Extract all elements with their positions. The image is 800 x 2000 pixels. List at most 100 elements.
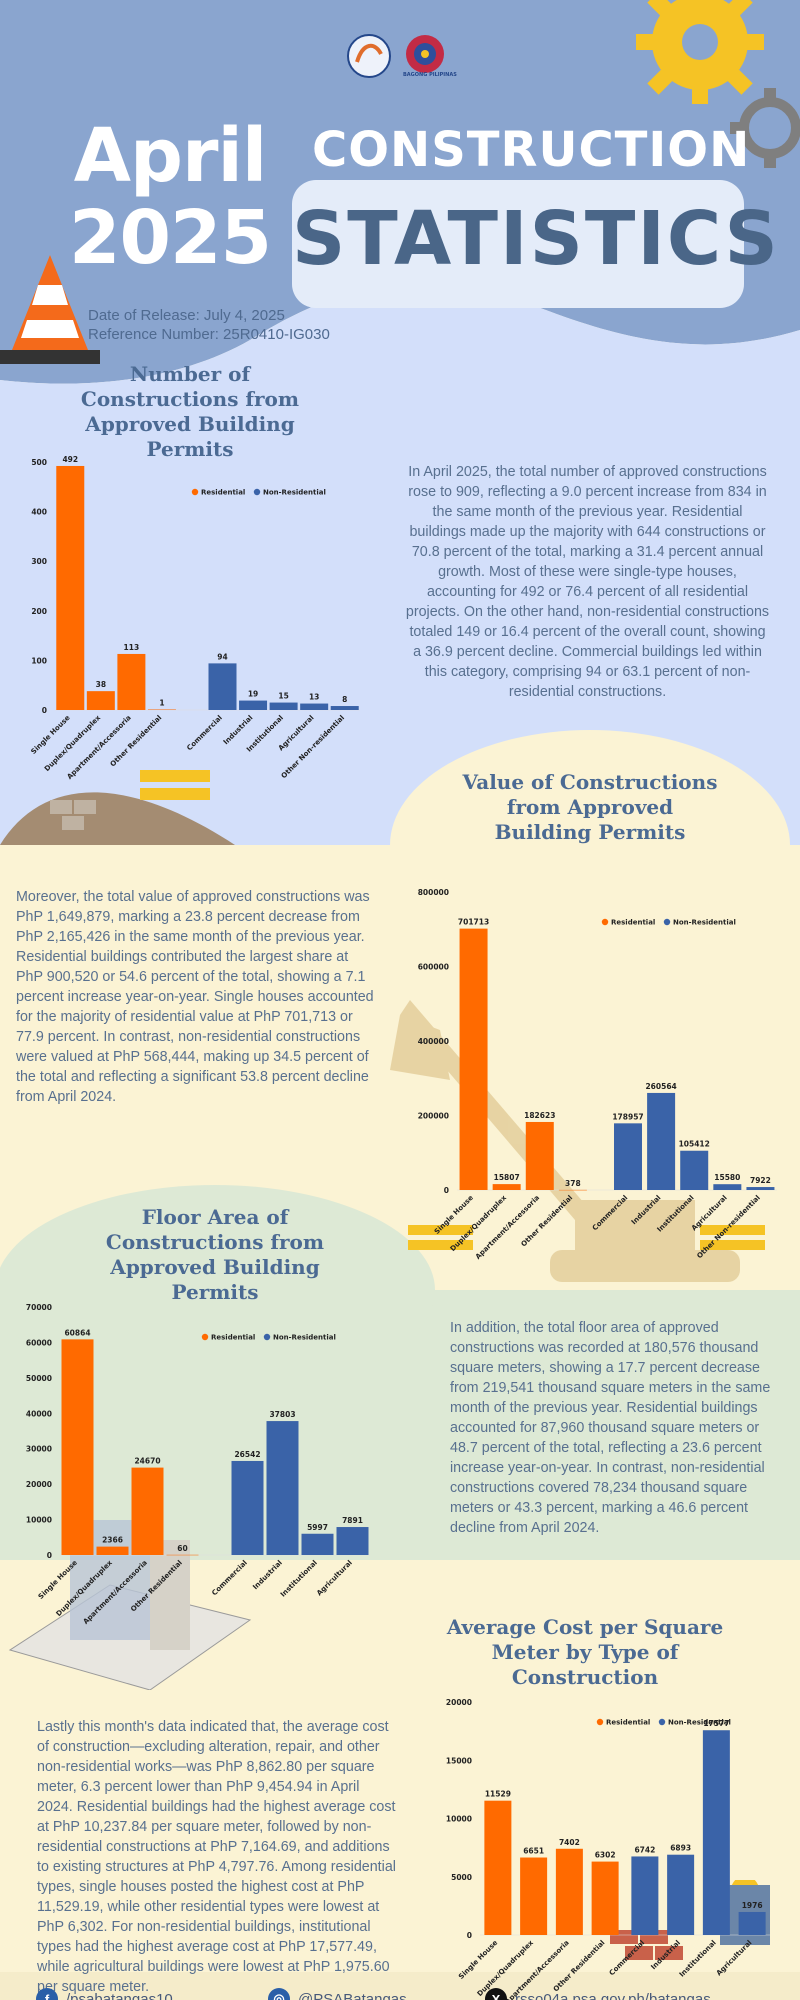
data-label: 5997 xyxy=(307,1523,328,1532)
bar xyxy=(166,1554,199,1556)
bar xyxy=(459,928,488,1190)
bar xyxy=(300,703,329,710)
y-tick-label: 30000 xyxy=(26,1445,52,1454)
title-statistics: STATISTICS xyxy=(292,196,780,282)
legend-marker xyxy=(253,488,261,496)
y-tick-label: 0 xyxy=(42,706,47,715)
section-text-value: Moreover, the total value of approved co… xyxy=(16,889,374,1105)
data-label: 19 xyxy=(248,690,258,699)
x-tick-label: Industrial xyxy=(649,1939,682,1972)
bar xyxy=(266,1421,299,1555)
data-label: 38 xyxy=(96,680,106,689)
data-label: 24670 xyxy=(134,1457,160,1466)
bar xyxy=(330,706,359,710)
legend-label: Residential xyxy=(211,1334,255,1342)
data-label: 37803 xyxy=(269,1410,295,1419)
data-label: 7891 xyxy=(342,1516,363,1525)
data-label: 260564 xyxy=(645,1082,676,1091)
chart-cost: 0 5000 10000 15000 20000 Residential Non-Resid… xyxy=(446,1698,770,2000)
y-tick-label: 400000 xyxy=(418,1037,449,1046)
y-tick-label: 50000 xyxy=(26,1374,52,1383)
legend-marker xyxy=(601,918,609,926)
y-tick-label: 10000 xyxy=(446,1815,472,1824)
bar xyxy=(147,709,176,711)
legend-marker xyxy=(201,1333,209,1341)
bar xyxy=(591,1861,619,1935)
legend-label: Residential xyxy=(606,1719,650,1727)
data-label: 105412 xyxy=(679,1140,710,1149)
y-tick-label: 0 xyxy=(47,1551,52,1560)
bar xyxy=(558,1189,587,1191)
y-tick-label: 70000 xyxy=(26,1303,52,1312)
footer-website[interactable]: ◎ @PSABatangas xyxy=(268,1988,407,2000)
bar xyxy=(301,1533,334,1555)
data-label: 94 xyxy=(217,652,227,661)
footer-facebook[interactable]: f /psabatangas10 xyxy=(36,1988,173,2000)
bar xyxy=(96,1546,129,1555)
data-label: 2366 xyxy=(102,1536,123,1545)
section-title-value: Value of Constructions from Approved Bui… xyxy=(462,770,718,844)
bar xyxy=(520,1857,548,1935)
reference-number: Reference Number: 25R0410-IG030 xyxy=(88,326,330,343)
bar xyxy=(484,1800,512,1935)
globe-icon: ◎ xyxy=(268,1988,290,2000)
data-label: 8 xyxy=(342,695,347,704)
construction-barrier-icon xyxy=(0,770,235,845)
title-statistics-box xyxy=(292,180,744,308)
logo xyxy=(347,34,444,78)
y-tick-label: 400 xyxy=(31,508,47,517)
x-icon: X xyxy=(485,1988,507,2000)
bar xyxy=(336,1527,369,1555)
y-tick-label: 20000 xyxy=(26,1480,52,1489)
x-tick-label: Industrial xyxy=(251,1559,284,1592)
bar xyxy=(746,1187,775,1190)
y-tick-label: 600000 xyxy=(418,963,449,972)
y-tick-label: 800000 xyxy=(418,888,449,897)
y-tick-label: 300 xyxy=(31,557,47,566)
logo-text: BAGONG PILIPINAS xyxy=(403,72,457,78)
y-tick-label: 200000 xyxy=(418,1112,449,1121)
building-blueprint-icon xyxy=(8,1520,252,1690)
bar xyxy=(647,1092,676,1190)
data-label: 11529 xyxy=(485,1790,511,1799)
x-tick-label: Industrial xyxy=(630,1194,663,1227)
y-tick-label: 5000 xyxy=(451,1873,472,1882)
traffic-cone-icon xyxy=(0,255,100,364)
data-label: 6893 xyxy=(670,1844,691,1853)
legend-marker xyxy=(263,1333,271,1341)
x-tick-label: Institutional xyxy=(678,1939,718,1979)
legend-label: Non-Residential xyxy=(263,489,326,497)
title-month: April 2025 xyxy=(69,113,272,281)
section-title-cost: Average Cost per Square Meter by Type of… xyxy=(446,1615,724,1689)
section-title-number: Number of Constructions from Approved Bu… xyxy=(80,362,300,461)
section-text-floor: In addition, the total floor area of app… xyxy=(450,1320,771,1536)
data-label: 1 xyxy=(159,699,164,708)
x-tick-label: Other Non-residential xyxy=(280,714,346,780)
bar xyxy=(614,1123,642,1190)
legend-label: Non-Residential xyxy=(673,919,736,927)
data-label: 182623 xyxy=(524,1111,555,1120)
bar xyxy=(269,702,298,710)
x-tick-label: Commercial xyxy=(210,1559,248,1597)
x-tick-label: Institutional xyxy=(279,1559,319,1599)
data-label: 15807 xyxy=(494,1173,520,1182)
y-tick-label: 0 xyxy=(467,1931,472,1940)
x-tick-label: Commercial xyxy=(608,1939,646,1977)
data-label: 15580 xyxy=(714,1173,740,1182)
bar xyxy=(738,1911,766,1935)
data-label: 492 xyxy=(62,455,78,464)
footer-x[interactable]: X rsso04a.psa.gov.ph/batangas xyxy=(485,1988,711,2000)
y-tick-label: 40000 xyxy=(26,1409,52,1418)
x-tick-label: Agricultural xyxy=(315,1559,354,1598)
data-label: 60864 xyxy=(64,1328,90,1337)
gear-icon xyxy=(636,0,800,168)
legend-marker xyxy=(663,918,671,926)
release-date: Date of Release: July 4, 2025 xyxy=(88,307,285,324)
data-label: 13 xyxy=(309,693,319,702)
section-text-cost: Lastly this month's data indicated that,… xyxy=(37,1719,396,1995)
y-tick-label: 500 xyxy=(31,458,47,467)
bar xyxy=(680,1150,709,1190)
title-construction: CONSTRUCTION xyxy=(312,122,751,178)
bar xyxy=(208,663,237,710)
